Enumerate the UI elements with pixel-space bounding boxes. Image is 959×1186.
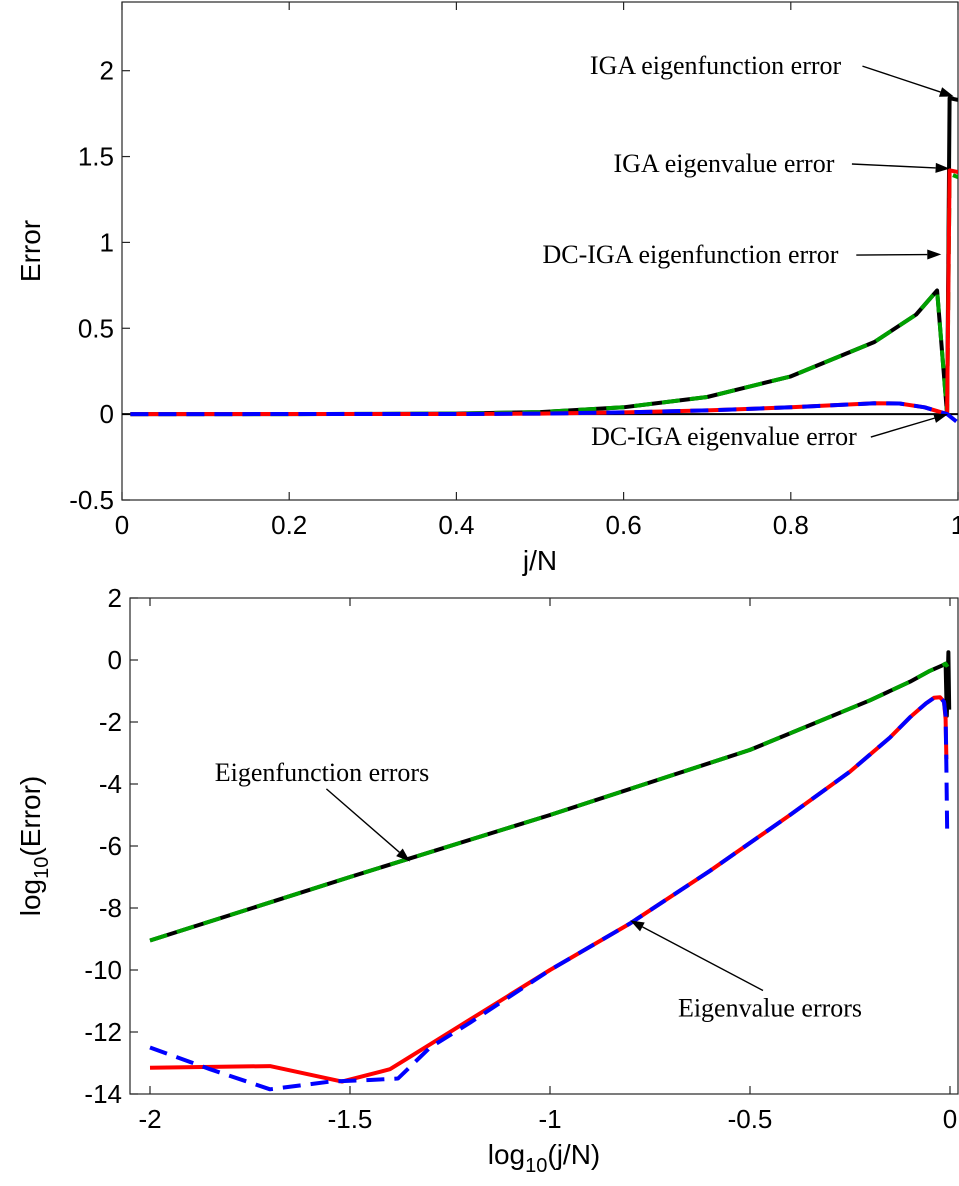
y-tick-label: -14	[84, 1079, 122, 1109]
series-line-1	[130, 171, 958, 417]
y-tick-label: 0.5	[78, 313, 114, 343]
series-line-2	[149, 695, 949, 1084]
x-tick-label: 0.2	[271, 510, 307, 540]
y-tick-label: 1	[100, 227, 114, 257]
series-line-1	[149, 661, 950, 943]
x-tick-label: -2	[138, 1104, 161, 1134]
annotation-arrow	[642, 926, 764, 992]
annotation-arrowhead	[630, 920, 645, 932]
y-tick-label: 2	[108, 583, 122, 613]
y-tick-label: -12	[84, 1017, 122, 1047]
x-tick-label: 0.4	[438, 510, 474, 540]
y-axis-label: Error	[15, 220, 46, 282]
x-tick-label: 0.6	[606, 510, 642, 540]
y-tick-label: 0	[108, 645, 122, 675]
annotation-label: Eigenfunction errors	[215, 758, 429, 787]
series-line-3	[130, 401, 958, 425]
y-tick-label: 0	[100, 399, 114, 429]
annotation-label: IGA eigenvalue error	[613, 149, 834, 178]
plot-frame	[121, 1, 959, 501]
series-line-2	[130, 168, 958, 417]
bottom-chart: -2 -1.5 -1 -0.5 0 -14 -12 -10 -8 -6 -4 -2 0 2 Eigenfun…	[15, 583, 959, 1177]
annotation-arrow	[870, 417, 935, 438]
annotation-arrowhead	[927, 249, 942, 260]
x-tick-label: 0	[115, 510, 129, 540]
series-line-0	[149, 650, 952, 943]
annotation-arrowhead	[935, 162, 950, 173]
series-line-3	[149, 695, 950, 1092]
y-tick-label: -6	[99, 831, 122, 861]
y-tick-label: -4	[99, 769, 122, 799]
y-tick-label: 1.5	[78, 142, 114, 172]
x-tick-label: -0.5	[728, 1104, 773, 1134]
annotation-arrowhead	[933, 413, 948, 423]
y-tick-label: -0.5	[69, 485, 114, 515]
annotation-label: DC-IGA eigenfunction error	[542, 240, 838, 269]
x-tick-label: 0.8	[773, 510, 809, 540]
top-chart: 0 0.2 0.4 0.6 0.8 1-0.500.511.52 IGA eigenfunc…	[15, 1, 959, 576]
annotation-arrow	[325, 788, 400, 853]
x-axis-label: j/N	[522, 545, 557, 576]
y-tick-label: -2	[99, 707, 122, 737]
x-tick-label: -1	[538, 1104, 561, 1134]
annotation-label: DC-IGA eigenvalue error	[591, 422, 857, 451]
y-tick-label: -10	[84, 955, 122, 985]
y-tick-label: 2	[100, 56, 114, 86]
annotation-arrowhead	[396, 848, 410, 862]
x-tick-label: -1.5	[328, 1104, 373, 1134]
x-axis-label: log10(j/N)	[488, 1139, 601, 1177]
y-axis-label: log10(Error)	[15, 776, 53, 917]
annotation-arrow	[851, 163, 936, 169]
annotation-label: Eigenvalue errors	[678, 994, 862, 1023]
x-tick-label: 0	[943, 1104, 957, 1134]
annotation-label: IGA eigenfunction error	[590, 51, 842, 80]
x-tick-label: 1	[951, 510, 959, 540]
annotation-arrowhead	[938, 87, 954, 97]
annotation-arrow	[862, 65, 941, 93]
y-tick-label: -8	[99, 893, 122, 923]
